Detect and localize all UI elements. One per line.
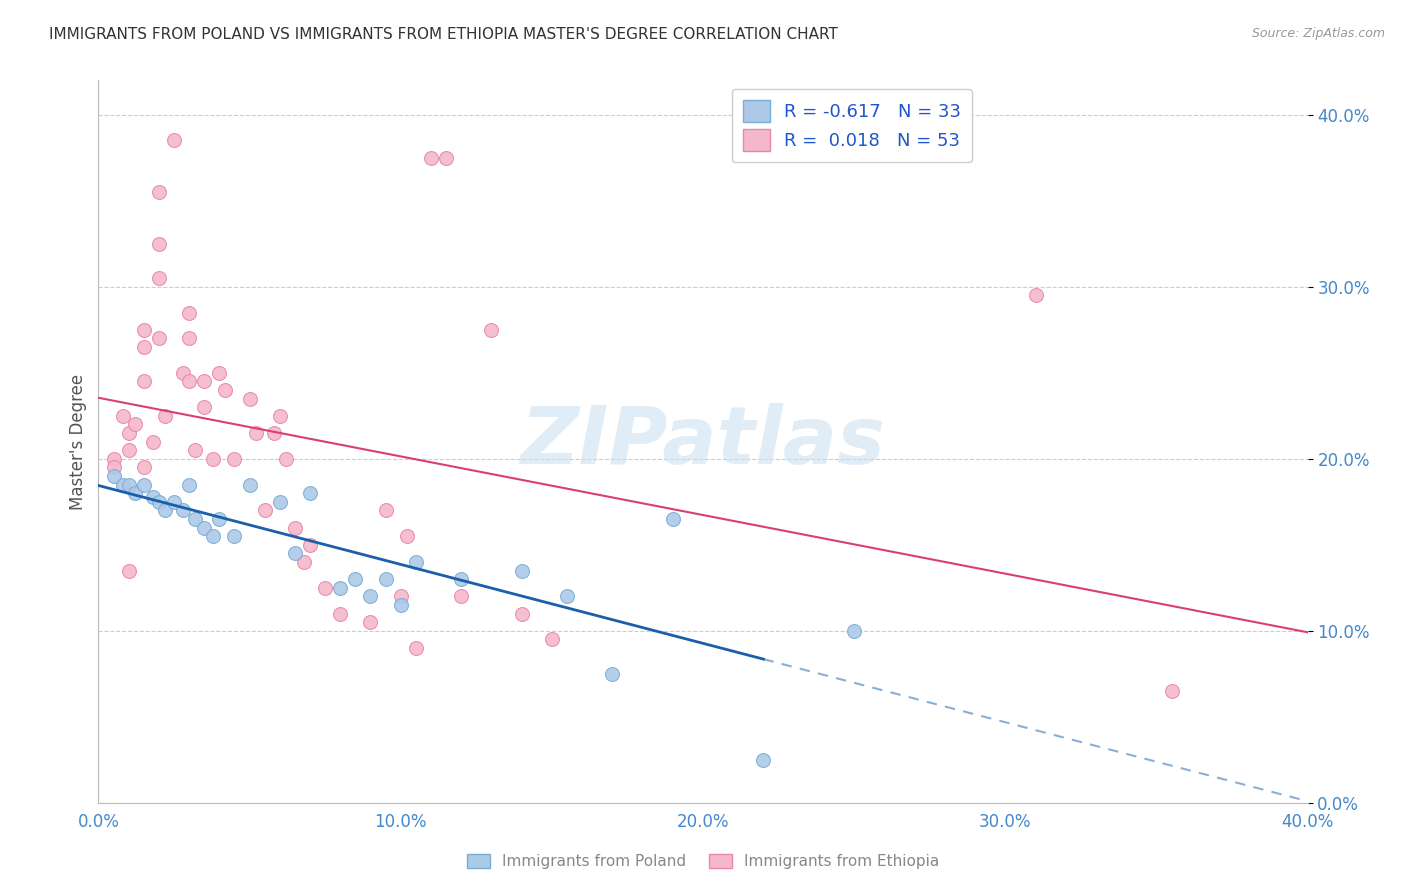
Point bbox=[844, 624, 866, 638]
Point bbox=[132, 477, 155, 491]
Point bbox=[239, 477, 262, 491]
Point bbox=[132, 340, 155, 354]
Point bbox=[163, 494, 186, 508]
Point bbox=[118, 477, 141, 491]
Point bbox=[284, 546, 307, 560]
Point bbox=[208, 366, 231, 380]
Point bbox=[103, 451, 125, 466]
Point bbox=[193, 375, 215, 389]
Point bbox=[292, 555, 315, 569]
Point bbox=[153, 409, 176, 423]
Point bbox=[602, 666, 624, 681]
Point bbox=[132, 460, 155, 475]
Point bbox=[374, 572, 396, 586]
Point bbox=[540, 632, 562, 647]
Point bbox=[184, 512, 207, 526]
Point bbox=[208, 512, 231, 526]
Point bbox=[274, 451, 297, 466]
Point bbox=[374, 503, 396, 517]
Point bbox=[269, 494, 291, 508]
Point bbox=[314, 581, 336, 595]
Point bbox=[1160, 684, 1182, 698]
Point bbox=[193, 520, 215, 534]
Text: ZIPatlas: ZIPatlas bbox=[520, 402, 886, 481]
Point bbox=[132, 375, 155, 389]
Point bbox=[172, 366, 194, 380]
Point bbox=[420, 151, 443, 165]
Point bbox=[389, 598, 412, 612]
Point bbox=[124, 417, 146, 432]
Point bbox=[118, 564, 141, 578]
Point bbox=[510, 607, 533, 621]
Point bbox=[510, 564, 533, 578]
Point bbox=[179, 477, 201, 491]
Text: IMMIGRANTS FROM POLAND VS IMMIGRANTS FROM ETHIOPIA MASTER'S DEGREE CORRELATION C: IMMIGRANTS FROM POLAND VS IMMIGRANTS FRO… bbox=[49, 27, 838, 42]
Point bbox=[239, 392, 262, 406]
Point bbox=[214, 383, 236, 397]
Point bbox=[132, 323, 155, 337]
Point bbox=[148, 271, 170, 285]
Point bbox=[103, 460, 125, 475]
Point bbox=[395, 529, 418, 543]
Point bbox=[389, 590, 412, 604]
Point bbox=[179, 305, 201, 319]
Point bbox=[148, 236, 170, 251]
Point bbox=[103, 469, 125, 483]
Point bbox=[179, 331, 201, 345]
Point bbox=[111, 409, 134, 423]
Point bbox=[284, 520, 307, 534]
Point bbox=[661, 512, 683, 526]
Point bbox=[434, 151, 457, 165]
Point bbox=[179, 375, 201, 389]
Point bbox=[245, 425, 267, 440]
Legend: Immigrants from Poland, Immigrants from Ethiopia: Immigrants from Poland, Immigrants from … bbox=[461, 848, 945, 875]
Point bbox=[299, 486, 322, 500]
Point bbox=[405, 555, 427, 569]
Point bbox=[148, 331, 170, 345]
Point bbox=[1024, 288, 1046, 302]
Point bbox=[142, 434, 165, 449]
Point bbox=[450, 590, 472, 604]
Point bbox=[405, 640, 427, 655]
Point bbox=[172, 503, 194, 517]
Point bbox=[202, 529, 225, 543]
Point bbox=[555, 590, 578, 604]
Point bbox=[253, 503, 276, 517]
Point bbox=[224, 451, 246, 466]
Point bbox=[148, 494, 170, 508]
Point bbox=[481, 323, 503, 337]
Point bbox=[450, 572, 472, 586]
Point bbox=[142, 490, 165, 504]
Point bbox=[299, 538, 322, 552]
Point bbox=[184, 443, 207, 458]
Point bbox=[752, 753, 775, 767]
Point bbox=[360, 590, 382, 604]
Point bbox=[329, 607, 352, 621]
Point bbox=[360, 615, 382, 630]
Point bbox=[263, 425, 285, 440]
Point bbox=[202, 451, 225, 466]
Point bbox=[148, 185, 170, 199]
Point bbox=[269, 409, 291, 423]
Point bbox=[111, 477, 134, 491]
Point bbox=[118, 425, 141, 440]
Point bbox=[163, 133, 186, 147]
Text: Source: ZipAtlas.com: Source: ZipAtlas.com bbox=[1251, 27, 1385, 40]
Point bbox=[153, 503, 176, 517]
Point bbox=[124, 486, 146, 500]
Point bbox=[344, 572, 367, 586]
Legend: R = -0.617   N = 33, R =  0.018   N = 53: R = -0.617 N = 33, R = 0.018 N = 53 bbox=[733, 89, 972, 162]
Point bbox=[224, 529, 246, 543]
Point bbox=[118, 443, 141, 458]
Y-axis label: Master's Degree: Master's Degree bbox=[69, 374, 87, 509]
Point bbox=[329, 581, 352, 595]
Point bbox=[193, 400, 215, 414]
